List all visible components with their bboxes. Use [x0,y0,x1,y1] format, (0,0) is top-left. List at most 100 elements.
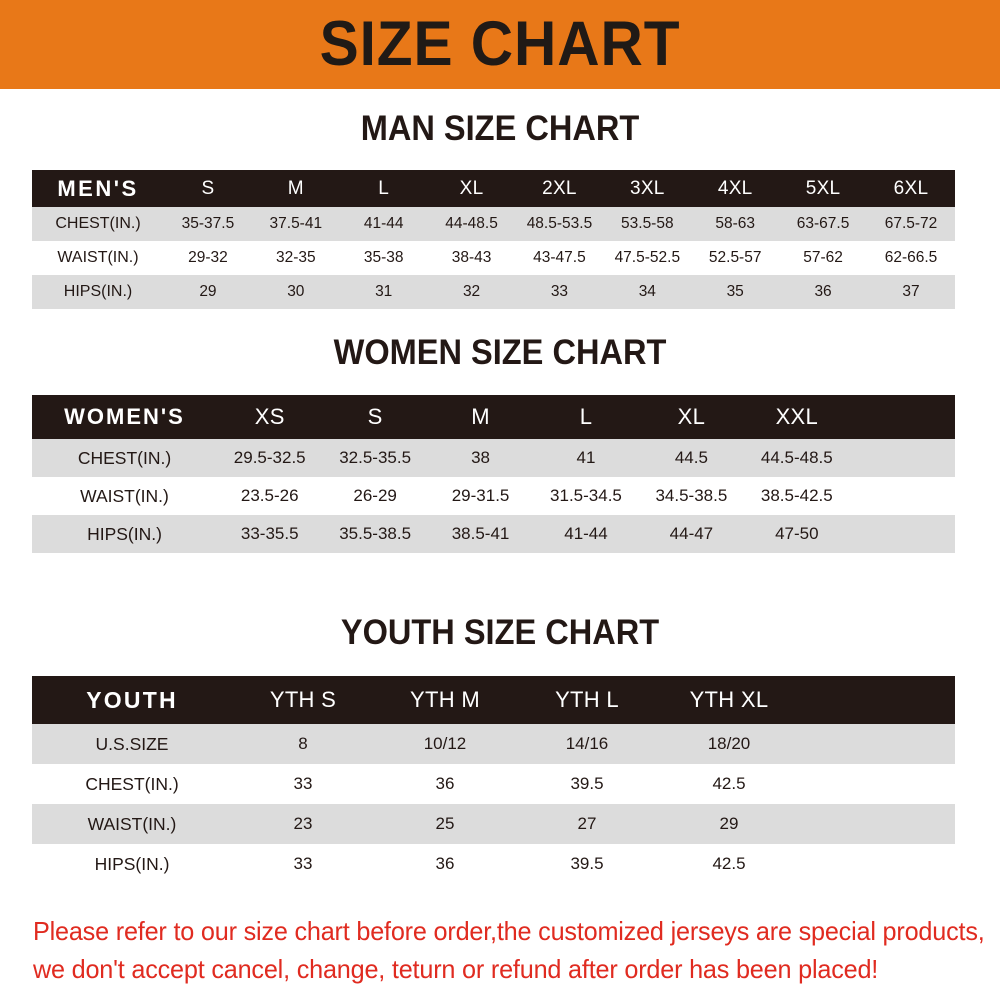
youth-cell: 39.5 [570,774,604,793]
women-cell: 33-35.5 [240,524,299,543]
youth-table-header: YOUTH YTH S YTH M YTH L YTH XL [32,676,955,724]
women-cell: 29-31.5 [451,486,510,505]
footer-disclaimer: Please refer to our size chart before or… [0,912,985,988]
youth-table-body: U.S.SIZE 8 10/12 14/16 18/20 CHEST(IN.) … [32,724,955,884]
youth-cell-spacer [800,764,955,804]
table-row: WAIST(IN.) 29-32 32-35 35-38 38-43 43-47… [32,241,955,275]
women-col-header: XXL [775,404,819,429]
page-title: SIZE CHART [319,9,681,79]
women-cell: 38.5-41 [451,524,510,543]
youth-cell: 23 [293,814,313,833]
youth-cell-spacer [800,724,955,764]
men-cell: 31 [375,283,393,300]
women-row-label: WAIST(IN.) [80,485,169,506]
youth-row-label: U.S.SIZE [95,733,169,754]
women-cell-spacer [850,439,955,477]
men-cell: 57-62 [803,249,843,266]
men-cell: 35 [726,283,744,300]
youth-col-header: YTH S [269,687,337,712]
women-corner-label: WOMEN'S [64,404,185,429]
table-row: WAIST(IN.) 23 25 27 29 [32,804,955,844]
men-col-header: 4XL [717,177,753,199]
men-cell: 67.5-72 [884,215,938,232]
section-title-men: MAN SIZE CHART [360,109,640,148]
women-cell-spacer [850,515,955,553]
section-title-youth: YOUTH SIZE CHART [340,613,660,652]
men-row-label: HIPS(IN.) [63,283,133,300]
women-col-header: L [579,404,593,429]
table-row: CHEST(IN.) 33 36 39.5 42.5 [32,764,955,804]
women-cell: 41-44 [564,524,608,543]
men-cell: 37.5-41 [269,215,323,232]
men-cell: 36 [814,283,832,300]
men-cell: 38-43 [451,249,492,266]
men-cell: 62-66.5 [884,249,938,266]
youth-cell-spacer [800,844,955,884]
women-table-body: CHEST(IN.) 29.5-32.5 32.5-35.5 38 41 44.… [32,439,955,553]
women-cell: 47-50 [775,524,819,543]
youth-header-spacer [800,676,955,724]
youth-cell: 36 [435,774,455,793]
footer-line-1: Please refer to our size chart before or… [32,916,985,946]
youth-cell: 27 [577,814,597,833]
women-size-table: WOMEN'S XS S M L XL XXL CHEST(IN.) 29.5-… [32,395,955,553]
women-cell: 44.5-48.5 [760,448,833,467]
women-cell: 32.5-35.5 [339,448,412,467]
youth-cell: 14/16 [565,734,609,753]
table-header-row: MEN'S S M L XL 2XL 3XL 4XL 5XL 6XL [32,170,955,207]
men-corner-label: MEN'S [57,175,139,201]
men-cell: 35-37.5 [181,215,235,232]
women-row-label: CHEST(IN.) [77,447,172,468]
women-row-label: HIPS(IN.) [87,523,162,544]
women-col-header: S [367,404,383,429]
men-cell: 47.5-52.5 [614,249,681,266]
women-cell: 41 [576,448,596,467]
men-cell: 43-47.5 [533,249,586,266]
men-col-header: 2XL [542,177,577,199]
women-cell: 31.5-34.5 [550,486,622,505]
youth-cell-spacer [800,804,955,844]
youth-cell: 25 [435,814,455,833]
table-header-row: WOMEN'S XS S M L XL XXL [32,395,955,439]
men-cell: 29 [199,283,217,300]
youth-cell: 33 [293,854,313,873]
women-cell-spacer [850,477,955,515]
table-row: HIPS(IN.) 29 30 31 32 33 34 35 36 37 [32,275,955,309]
women-cell: 23.5-26 [240,486,299,505]
men-col-header: 6XL [893,177,929,199]
men-col-header: 3XL [629,177,665,199]
youth-cell: 39.5 [570,854,604,873]
footer-line-2: we don't accept cancel, change, teturn o… [32,954,879,984]
table-row: HIPS(IN.) 33 36 39.5 42.5 [32,844,955,884]
women-cell: 44-47 [669,524,714,543]
men-cell: 30 [287,283,305,300]
men-cell: 35-38 [363,249,404,266]
men-table-header: MEN'S S M L XL 2XL 3XL 4XL 5XL 6XL [32,170,955,207]
women-col-header: XS [254,404,285,429]
men-cell: 63-67.5 [796,215,850,232]
youth-col-header: YTH M [410,687,480,712]
page-banner: SIZE CHART [0,0,1000,89]
women-table-header: WOMEN'S XS S M L XL XXL [32,395,955,439]
men-cell: 37 [902,283,920,300]
youth-cell: 18/20 [707,734,751,753]
men-table-body: CHEST(IN.) 35-37.5 37.5-41 41-44 44-48.5… [32,207,955,309]
table-row: CHEST(IN.) 29.5-32.5 32.5-35.5 38 41 44.… [32,439,955,477]
youth-row-label: WAIST(IN.) [87,813,177,834]
youth-cell: 36 [435,854,455,873]
women-cell: 38 [471,448,491,467]
men-cell: 29-32 [188,249,228,266]
men-size-table: MEN'S S M L XL 2XL 3XL 4XL 5XL 6XL CHEST… [32,170,955,309]
table-row: CHEST(IN.) 35-37.5 37.5-41 41-44 44-48.5… [32,207,955,241]
women-col-header: M [471,404,490,429]
youth-row-label: CHEST(IN.) [85,773,179,794]
men-col-header: L [378,177,390,199]
women-col-header: XL [677,404,706,429]
women-header-spacer [850,395,955,439]
men-col-header: 5XL [805,177,841,199]
table-row: WAIST(IN.) 23.5-26 26-29 29-31.5 31.5-34… [32,477,955,515]
men-cell: 48.5-53.5 [526,215,593,232]
women-cell: 29.5-32.5 [233,448,306,467]
table-header-row: YOUTH YTH S YTH M YTH L YTH XL [32,676,955,724]
youth-row-label: HIPS(IN.) [94,853,170,874]
